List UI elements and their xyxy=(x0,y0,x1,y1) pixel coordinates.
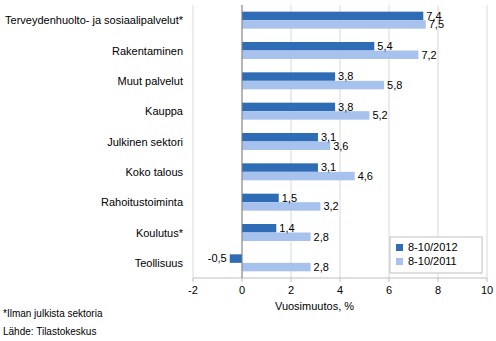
tick-mark xyxy=(487,278,488,282)
data-label: 5,2 xyxy=(372,109,387,121)
bar xyxy=(242,263,311,272)
category-label: Rahoitustoiminta xyxy=(101,196,184,208)
data-label: 7,2 xyxy=(421,49,436,61)
data-label: 3,6 xyxy=(333,140,348,152)
data-label: 2,8 xyxy=(314,231,329,243)
bar xyxy=(242,42,374,51)
tick-mark xyxy=(438,278,439,282)
tick-mark xyxy=(340,278,341,282)
bar xyxy=(242,81,384,90)
category-label: Julkinen sektori xyxy=(107,136,183,148)
category-label: Terveydenhuolto- ja sosiaalipalvelut* xyxy=(5,14,184,26)
data-label: 5,4 xyxy=(377,40,392,52)
category-label: Koulutus* xyxy=(136,227,184,239)
data-label: 3,8 xyxy=(338,101,353,113)
bar xyxy=(242,20,426,29)
grid-line xyxy=(487,5,488,278)
zero-line xyxy=(242,5,243,278)
data-label: -0,5 xyxy=(208,252,227,264)
tick-label: 0 xyxy=(239,284,245,296)
tick-label: 6 xyxy=(386,284,392,296)
tick-label: 2 xyxy=(288,284,294,296)
category-label: Teollisuus xyxy=(135,257,184,269)
legend-label: 8-10/2012 xyxy=(408,241,458,253)
data-label: 1,5 xyxy=(282,192,297,204)
legend-label: 8-10/2011 xyxy=(408,255,457,267)
data-label: 3,8 xyxy=(338,70,353,82)
bar xyxy=(242,103,335,112)
bar xyxy=(242,224,276,233)
footnote: *Ilman julkista sektoria xyxy=(3,308,103,319)
category-label: Koko talous xyxy=(126,166,184,178)
tick-mark xyxy=(242,278,243,282)
legend-swatch xyxy=(396,244,403,251)
bar xyxy=(242,12,423,21)
grid-line xyxy=(193,5,194,278)
tick-label: 8 xyxy=(435,284,441,296)
data-label: 4,6 xyxy=(358,170,373,182)
bar xyxy=(242,133,318,142)
data-label: 2,8 xyxy=(314,261,329,273)
legend-swatch xyxy=(396,258,403,265)
bar xyxy=(242,233,311,242)
legend-box xyxy=(390,237,482,273)
bar xyxy=(242,172,355,181)
x-axis-label: Vuosimuutos, % xyxy=(275,300,354,312)
data-label: 3,1 xyxy=(321,161,336,173)
bar xyxy=(242,194,279,203)
bar xyxy=(242,163,318,172)
tick-mark xyxy=(193,278,194,282)
category-label: Muut palvelut xyxy=(118,75,183,87)
bars xyxy=(230,12,426,272)
data-label: 5,8 xyxy=(387,79,402,91)
tick-label: 10 xyxy=(481,284,493,296)
tick-label: -2 xyxy=(188,284,198,296)
bar xyxy=(242,72,335,81)
category-label: Rakentaminen xyxy=(112,45,183,57)
footnote: Lähde: Tilastokeskus xyxy=(3,326,96,337)
category-label: Kauppa xyxy=(145,105,184,117)
tick-mark xyxy=(291,278,292,282)
data-label: 1,4 xyxy=(279,222,294,234)
bar xyxy=(230,254,242,262)
data-label: 7,5 xyxy=(429,18,444,30)
tick-mark xyxy=(389,278,390,282)
grid-line xyxy=(242,5,243,278)
bar xyxy=(242,142,330,151)
chart: -202468107,47,5Terveydenhuolto- ja sosia… xyxy=(0,0,496,341)
tick-label: 4 xyxy=(337,284,343,296)
data-label: 3,2 xyxy=(323,200,338,212)
